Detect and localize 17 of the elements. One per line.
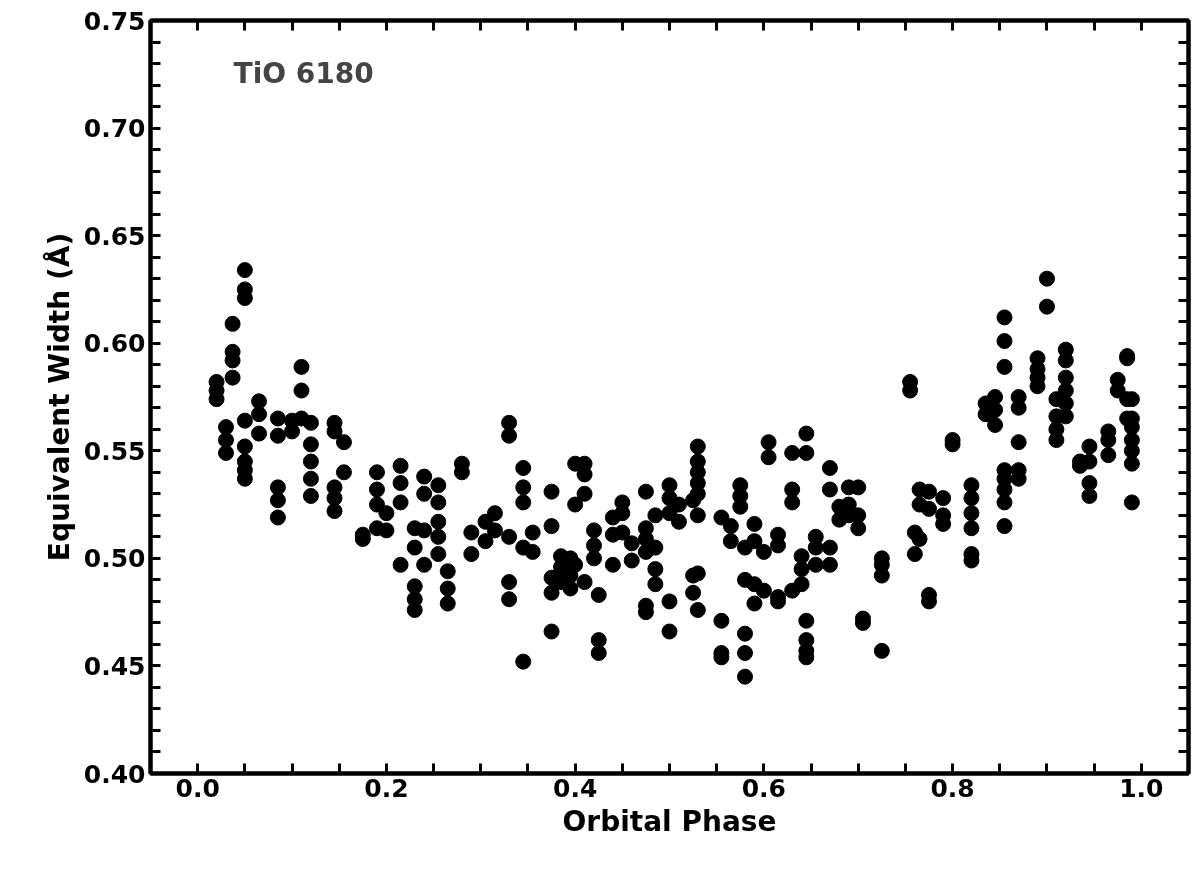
x-tick-label: 0.8 bbox=[930, 773, 975, 803]
y-tick-label: 0.45 bbox=[83, 651, 146, 681]
x-axis-title: Orbital Phase bbox=[562, 804, 777, 838]
x-tick-label: 0.4 bbox=[552, 773, 598, 803]
y-tick-label: 0.65 bbox=[83, 221, 146, 251]
annotation: TiO 6180 bbox=[233, 56, 374, 90]
y-tick-label: 0.75 bbox=[83, 6, 146, 36]
x-tick-label: 0.6 bbox=[741, 773, 787, 803]
x-tick-label: 1.0 bbox=[1119, 773, 1164, 803]
y-tick-label: 0.40 bbox=[83, 759, 146, 789]
y-axis-title: Equivalent Width (Å) bbox=[41, 232, 76, 562]
y-tick-label: 0.70 bbox=[83, 114, 146, 144]
x-tick-label: 0.2 bbox=[364, 773, 409, 803]
y-tick-label: 0.55 bbox=[83, 436, 146, 466]
text: 0.0 bbox=[175, 773, 220, 803]
y-tick-label: 0.50 bbox=[83, 544, 146, 574]
y-tick-label: 0.60 bbox=[83, 329, 146, 359]
